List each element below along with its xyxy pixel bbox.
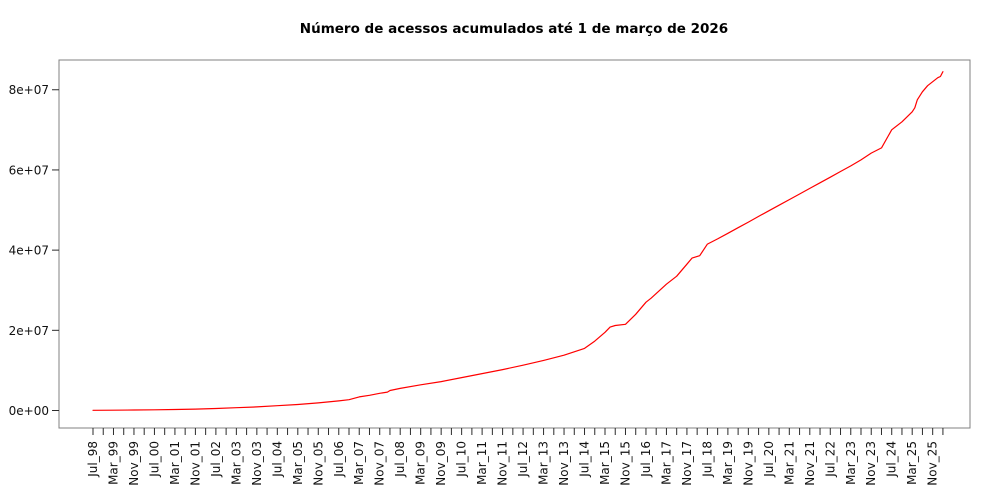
y-tick-label: 2e+07 <box>9 324 49 338</box>
x-tick-label: Mar_09 <box>414 441 428 485</box>
x-tick-label: Mar_03 <box>229 441 243 485</box>
x-tick-label: Mar_13 <box>537 441 551 485</box>
x-tick-label: Mar_15 <box>598 441 612 485</box>
x-tick-label: Nov_05 <box>311 441 325 486</box>
plot-box <box>58 59 971 429</box>
x-tick-label: Jul_08 <box>393 441 407 478</box>
y-axis: 0e+00 2e+07 4e+07 6e+07 8e+07 <box>9 83 59 418</box>
x-axis: Jul_98 Mar_99 Nov_99 Jul_00 Mar_01 Nov_01 Jul_… <box>86 428 944 486</box>
x-tick-label: Nov_09 <box>434 441 448 486</box>
y-tick-label: 4e+07 <box>9 244 49 258</box>
x-tick-label: Jul_22 <box>823 441 837 478</box>
x-tick-label: Nov_07 <box>373 441 387 486</box>
x-tick-label: Jul_10 <box>455 441 469 478</box>
x-tick-label: Mar_25 <box>905 441 919 485</box>
x-tick-label: Mar_23 <box>844 441 858 485</box>
data-line <box>92 71 944 411</box>
x-tick-label: Jul_16 <box>639 441 653 478</box>
x-tick-label: Mar_19 <box>721 441 735 485</box>
x-tick-label: Nov_21 <box>803 441 817 486</box>
x-tick-label: Nov_23 <box>864 441 878 486</box>
x-tick-label: Nov_13 <box>557 441 571 486</box>
x-tick-label: Nov_17 <box>680 441 694 486</box>
chart-title: Número de acessos acumulados até 1 de ma… <box>300 21 728 37</box>
x-tick-label: Mar_21 <box>782 441 796 485</box>
x-tick-label: Nov_15 <box>618 441 632 486</box>
x-tick-label: Jul_24 <box>885 441 899 478</box>
x-tick-label: Mar_07 <box>352 441 366 485</box>
x-tick-label: Mar_11 <box>475 441 489 485</box>
x-tick-label: Jul_18 <box>700 441 714 478</box>
x-tick-label: Mar_17 <box>659 441 673 485</box>
x-tick-label: Jul_00 <box>147 441 161 478</box>
x-tick-label: Mar_01 <box>168 441 182 485</box>
x-tick-label: Nov_01 <box>188 441 202 486</box>
x-tick-label: Nov_25 <box>926 441 940 486</box>
x-tick-label: Jul_04 <box>270 441 284 478</box>
y-tick-label: 8e+07 <box>9 83 49 97</box>
x-tick-label: Jul_98 <box>86 441 100 478</box>
x-tick-label: Jul_12 <box>516 441 530 478</box>
x-tick-label: Mar_05 <box>291 441 305 485</box>
y-tick-label: 0e+00 <box>9 404 49 418</box>
x-tick-label: Jul_14 <box>578 441 592 478</box>
x-tick-label: Nov_03 <box>250 441 264 486</box>
x-tick-label: Jul_20 <box>762 441 776 478</box>
x-tick-label: Mar_99 <box>106 441 120 485</box>
x-tick-label: Nov_19 <box>741 441 755 486</box>
x-tick-label: Jul_02 <box>209 441 223 478</box>
x-tick-label: Nov_11 <box>496 441 510 486</box>
x-tick-label: Nov_99 <box>127 441 141 486</box>
x-tick-label: Jul_06 <box>332 441 346 478</box>
y-tick-label: 6e+07 <box>9 163 49 177</box>
